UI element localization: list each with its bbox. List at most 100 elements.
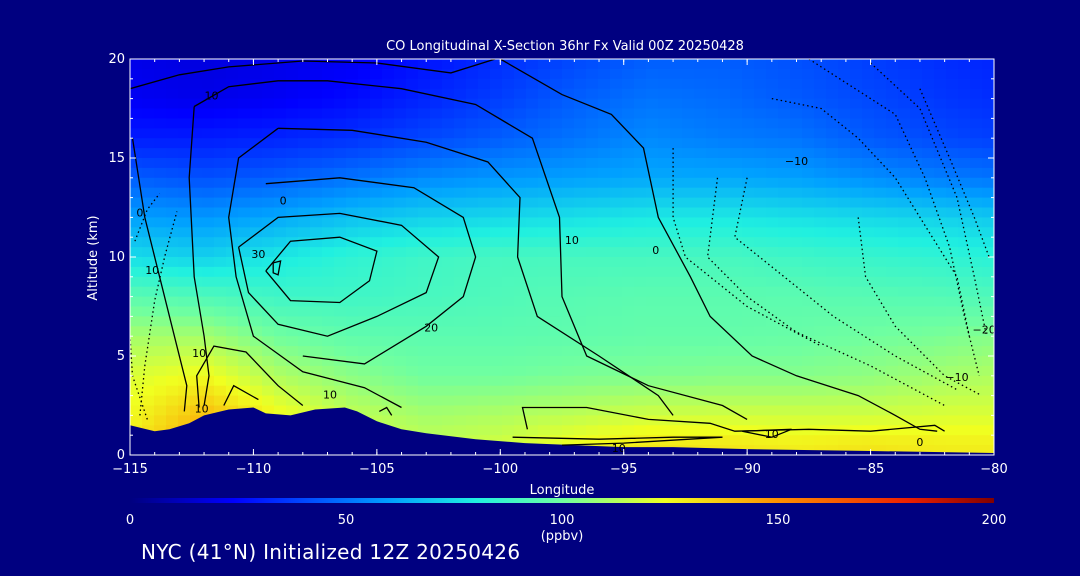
field-cell [598,306,611,317]
field-cell [202,227,215,238]
field-cell [154,415,167,426]
field-cell [826,257,839,268]
field-cell [382,158,395,169]
field-cell [886,237,899,248]
field-cell [250,316,263,327]
field-cell [526,187,539,199]
field-cell [610,167,623,179]
field-cell [646,365,659,377]
field-cell [766,98,779,110]
contour-line [521,406,945,432]
field-cell [370,395,383,407]
field-cell [610,148,623,159]
field-cell [166,148,179,159]
field-cell [898,445,911,455]
field-cell [754,138,767,149]
field-cell [454,207,467,218]
field-cell [538,247,551,258]
field-cell [490,346,503,357]
field-cell [694,227,707,238]
field-cell [598,138,611,149]
field-cell [178,326,191,337]
field-cell [802,435,815,446]
field-cell [598,326,611,337]
field-cell [370,257,383,268]
field-cell [514,68,527,80]
field-cell [634,276,647,288]
field-cell [382,138,395,149]
field-cell [898,266,911,278]
field-cell [514,177,527,189]
field-cell [514,247,527,258]
field-cell [610,59,623,70]
field-cell [130,415,143,426]
field-cell [658,336,671,347]
field-cell [202,276,215,288]
field-cell [370,167,383,179]
field-cell [466,306,479,317]
field-cell [274,108,287,119]
contour-line [742,428,792,438]
field-cell [970,68,983,80]
field-cell [946,316,959,327]
field-cell [346,346,359,357]
field-cell [670,78,683,90]
field-cell [586,237,599,248]
field-cell [598,346,611,357]
field-cell [202,177,215,189]
field-cell [166,98,179,110]
field-cell [874,237,887,248]
field-cell [466,395,479,407]
field-cell [238,326,251,337]
field-cell [574,306,587,317]
field-cell [682,187,695,199]
field-cell [262,365,275,377]
field-cell [406,316,419,327]
field-cell [646,326,659,337]
field-cell [490,207,503,218]
field-cell [454,257,467,268]
field-cell [274,326,287,337]
field-cell [682,158,695,169]
field-cell [970,118,983,129]
field-cell [430,217,443,228]
field-cell [898,177,911,189]
field-cell [850,346,863,357]
field-cell [442,177,455,189]
field-cell [922,187,935,199]
field-cell [886,197,899,209]
field-cell [322,365,335,377]
field-cell [586,316,599,327]
field-cell [250,187,263,199]
field-cell [502,108,515,119]
field-cell [646,375,659,387]
field-cell [874,197,887,209]
field-cell [466,296,479,308]
field-cell [622,316,635,327]
field-cell [142,286,155,298]
field-cell [814,425,827,436]
field-cell [634,158,647,169]
field-cell [382,247,395,258]
field-cell [790,276,803,288]
field-cell [706,167,719,179]
field-cell [874,385,887,397]
field-cell [322,158,335,169]
field-cell [298,217,311,228]
field-cell [406,326,419,337]
field-cell [370,118,383,129]
field-cell [538,98,551,110]
field-cell [538,356,551,367]
field-cell [154,405,167,416]
y-tick-label: 0 [117,448,125,463]
field-cell [622,247,635,258]
field-cell [826,247,839,258]
y-axis-label: Altitude (km) [86,215,101,300]
field-cell [850,266,863,278]
field-cell [946,167,959,179]
field-cell [130,385,143,397]
field-cell [646,237,659,248]
field-cell [274,365,287,377]
field-cell [214,197,227,209]
field-cell [958,59,971,70]
